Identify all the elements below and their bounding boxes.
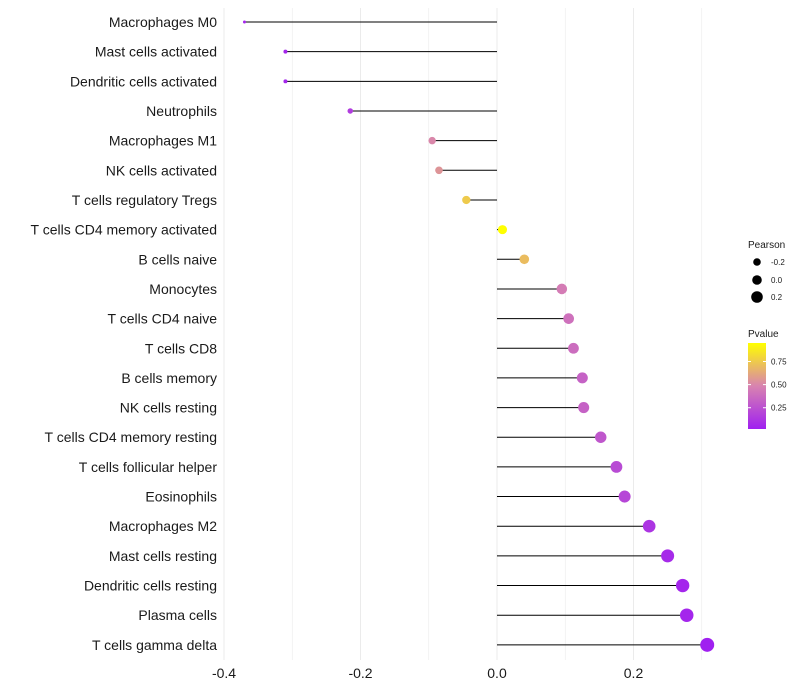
- size-legend-label: 0.0: [771, 276, 783, 285]
- category-label: B cells naive: [138, 251, 217, 267]
- category-label: T cells CD4 naive: [108, 311, 218, 327]
- point-0: [242, 20, 246, 24]
- legend: Pearson -0.2 0.0 0.2 Pvalue 0.75 0.50 0.25: [748, 240, 787, 429]
- category-label: Dendritic cells resting: [84, 578, 217, 594]
- x-tick-label: -0.2: [348, 665, 372, 681]
- point-19: [675, 578, 690, 593]
- point-20: [679, 608, 694, 622]
- lollipop-points: [242, 20, 715, 652]
- category-label: T cells gamma delta: [92, 637, 217, 653]
- category-label: T cells follicular helper: [79, 459, 218, 475]
- point-8: [519, 254, 530, 265]
- point-6: [462, 195, 471, 205]
- category-label: Macrophages M0: [109, 14, 217, 30]
- grid-lines: [223, 8, 703, 660]
- category-label: Neutrophils: [146, 103, 217, 119]
- size-legend-title: Pearson: [748, 240, 785, 251]
- x-tick-label: -0.4: [212, 665, 236, 681]
- size-legend-dot: [752, 275, 762, 285]
- size-legend-label: -0.2: [771, 258, 785, 267]
- category-label: T cells CD4 memory activated: [31, 222, 217, 238]
- point-15: [610, 460, 623, 473]
- point-4: [428, 136, 436, 145]
- point-11: [568, 342, 579, 354]
- category-label: Dendritic cells activated: [70, 73, 217, 89]
- category-label: Mast cells activated: [95, 44, 217, 60]
- category-label: Eosinophils: [145, 489, 217, 505]
- point-14: [595, 431, 607, 443]
- category-labels: Macrophages M0 Mast cells activated Dendri…: [31, 14, 218, 653]
- size-legend-label: 0.2: [771, 293, 783, 302]
- lollipop-stems: [244, 21, 708, 646]
- point-13: [578, 402, 590, 414]
- color-legend-label: 0.25: [771, 404, 787, 413]
- point-16: [618, 490, 631, 503]
- category-label: Macrophages M2: [109, 518, 217, 534]
- category-label: Mast cells resting: [109, 548, 217, 564]
- point-7: [497, 225, 508, 235]
- category-label: T cells regulatory Tregs: [72, 192, 217, 208]
- size-legend-dot: [751, 291, 763, 303]
- category-label: Macrophages M1: [109, 133, 217, 149]
- x-axis-ticks: -0.4 -0.2 0.0 0.2: [212, 665, 644, 681]
- category-label: NK cells resting: [120, 400, 217, 416]
- category-label: Plasma cells: [138, 607, 217, 623]
- color-legend-label: 0.75: [771, 357, 787, 366]
- color-bar: [748, 343, 766, 429]
- point-10: [563, 313, 575, 324]
- size-legend-dot: [753, 258, 761, 266]
- point-17: [642, 519, 656, 533]
- point-12: [576, 372, 588, 384]
- color-legend-ticks: 0.75 0.50 0.25: [748, 357, 787, 413]
- category-label: B cells memory: [121, 370, 217, 386]
- point-2: [283, 79, 288, 84]
- point-9: [556, 283, 568, 295]
- color-legend-title: Pvalue: [748, 329, 779, 340]
- size-legend: -0.2 0.0 0.2: [751, 258, 785, 303]
- point-18: [661, 549, 675, 563]
- color-legend-label: 0.50: [771, 381, 787, 390]
- point-3: [347, 108, 354, 114]
- point-1: [283, 49, 288, 54]
- category-label: T cells CD4 memory resting: [45, 429, 217, 445]
- x-tick-label: 0.0: [487, 665, 507, 681]
- x-tick-label: 0.2: [624, 665, 644, 681]
- point-21: [700, 637, 715, 652]
- category-label: NK cells activated: [106, 162, 217, 178]
- point-5: [435, 166, 443, 175]
- category-label: T cells CD8: [145, 340, 217, 356]
- category-label: Monocytes: [149, 281, 217, 297]
